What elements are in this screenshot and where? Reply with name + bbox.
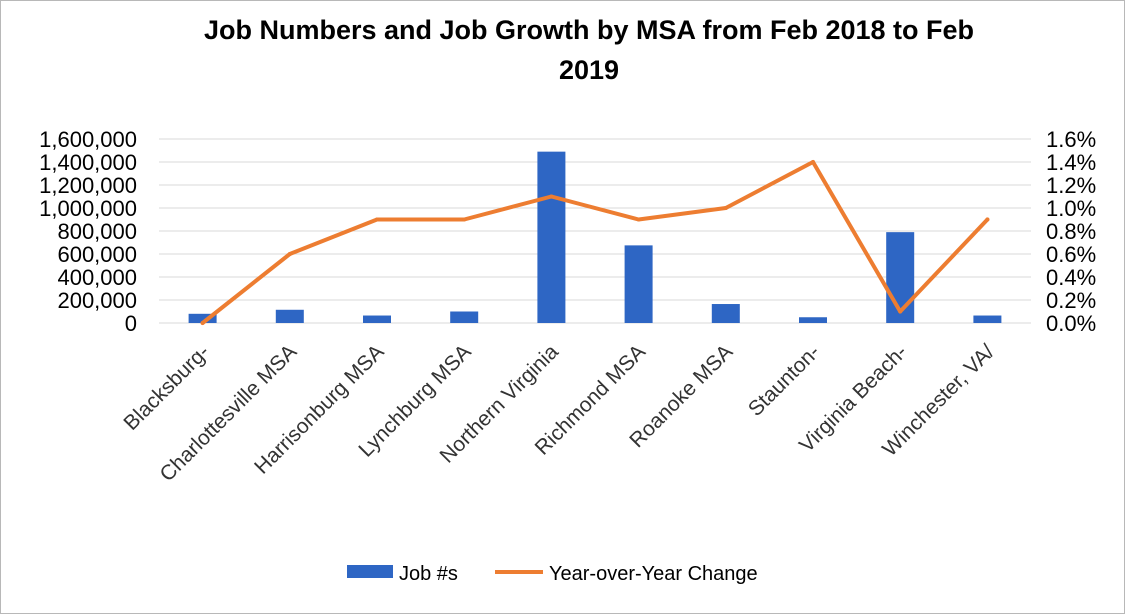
legend-label-line: Year-over-Year Change bbox=[549, 563, 758, 585]
category-labels: Blacksburg-Charlottesville MSAHarrisonbu… bbox=[119, 340, 999, 486]
line-point bbox=[985, 217, 990, 222]
left-axis-ticks: 0200,000400,000600,000800,0001,000,0001,… bbox=[39, 127, 137, 336]
left-tick-label: 800,000 bbox=[57, 219, 137, 244]
legend: Job #s Year-over-Year Change bbox=[347, 563, 758, 585]
right-tick-label: 1.2% bbox=[1046, 173, 1096, 198]
right-tick-label: 1.4% bbox=[1046, 150, 1096, 175]
left-tick-label: 1,600,000 bbox=[39, 127, 137, 152]
bar bbox=[188, 313, 217, 323]
legend-label-bar: Job #s bbox=[399, 563, 458, 585]
left-tick-label: 200,000 bbox=[57, 288, 137, 313]
line-point bbox=[200, 321, 205, 325]
left-tick-label: 1,200,000 bbox=[39, 173, 137, 198]
line-point bbox=[723, 206, 728, 210]
left-tick-label: 1,000,000 bbox=[39, 196, 137, 221]
chart-title-line1: Job Numbers and Job Growth by MSA from F… bbox=[204, 15, 974, 45]
line-point bbox=[898, 309, 903, 314]
left-tick-label: 400,000 bbox=[57, 265, 137, 290]
bar bbox=[537, 151, 566, 323]
right-tick-label: 0.6% bbox=[1046, 242, 1096, 267]
line-point bbox=[375, 217, 379, 222]
line-point bbox=[287, 252, 292, 256]
line-point bbox=[636, 217, 641, 222]
legend-swatch-bar bbox=[347, 565, 393, 578]
bar bbox=[624, 245, 653, 323]
right-tick-label: 0.8% bbox=[1046, 219, 1096, 244]
bar bbox=[711, 304, 740, 323]
category-label: Blacksburg- bbox=[119, 340, 214, 435]
chart-title-line2: 2019 bbox=[559, 55, 619, 85]
bar bbox=[275, 309, 304, 323]
bar bbox=[363, 315, 391, 323]
bar bbox=[973, 315, 1002, 323]
line-series bbox=[200, 160, 990, 325]
category-label: Staunton- bbox=[744, 340, 825, 421]
bar bbox=[450, 311, 479, 323]
series-line bbox=[200, 160, 990, 325]
left-tick-label: 600,000 bbox=[57, 242, 137, 267]
line-point bbox=[811, 160, 815, 164]
right-axis-ticks: 0.0%0.2%0.4%0.6%0.8%1.0%1.2%1.4%1.6% bbox=[1046, 127, 1096, 336]
bar bbox=[799, 317, 827, 323]
right-tick-label: 1.6% bbox=[1046, 127, 1096, 152]
bar-series bbox=[188, 151, 1002, 323]
right-tick-label: 0.4% bbox=[1046, 265, 1096, 290]
right-tick-label: 1.0% bbox=[1046, 196, 1096, 221]
line-point bbox=[462, 217, 467, 222]
left-tick-label: 0 bbox=[125, 311, 137, 336]
right-tick-label: 0.0% bbox=[1046, 311, 1096, 336]
left-tick-label: 1,400,000 bbox=[39, 150, 137, 175]
line-point bbox=[549, 194, 554, 199]
right-tick-label: 0.2% bbox=[1046, 288, 1096, 313]
